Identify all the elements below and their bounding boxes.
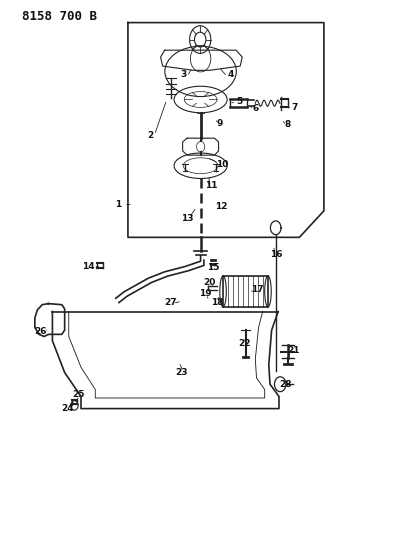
Text: 5: 5 <box>236 96 242 106</box>
Text: 19: 19 <box>199 288 212 297</box>
Text: 14: 14 <box>82 262 95 271</box>
Text: 13: 13 <box>181 214 194 223</box>
Text: 18: 18 <box>212 297 224 306</box>
Text: 1: 1 <box>115 200 121 209</box>
Text: 3: 3 <box>180 70 186 79</box>
Text: 20: 20 <box>203 278 216 287</box>
Text: 15: 15 <box>207 263 219 272</box>
Text: 2: 2 <box>147 131 154 140</box>
Text: 26: 26 <box>34 327 46 336</box>
Text: 27: 27 <box>164 298 177 307</box>
Text: 8: 8 <box>284 120 290 129</box>
Text: 16: 16 <box>270 251 282 260</box>
Text: 6: 6 <box>252 104 259 113</box>
Text: 25: 25 <box>73 390 85 399</box>
Text: 8158 700 B: 8158 700 B <box>22 10 97 23</box>
Text: 24: 24 <box>61 404 74 413</box>
Text: 7: 7 <box>291 103 298 112</box>
Text: 9: 9 <box>217 119 223 128</box>
Text: 28: 28 <box>279 379 291 389</box>
Text: 10: 10 <box>216 160 228 168</box>
Text: 22: 22 <box>238 339 251 348</box>
Text: 17: 17 <box>252 285 264 294</box>
Text: 12: 12 <box>215 201 227 211</box>
Text: 23: 23 <box>175 368 187 377</box>
Text: 4: 4 <box>228 70 234 79</box>
Text: 11: 11 <box>206 181 218 190</box>
Text: 21: 21 <box>287 346 300 355</box>
